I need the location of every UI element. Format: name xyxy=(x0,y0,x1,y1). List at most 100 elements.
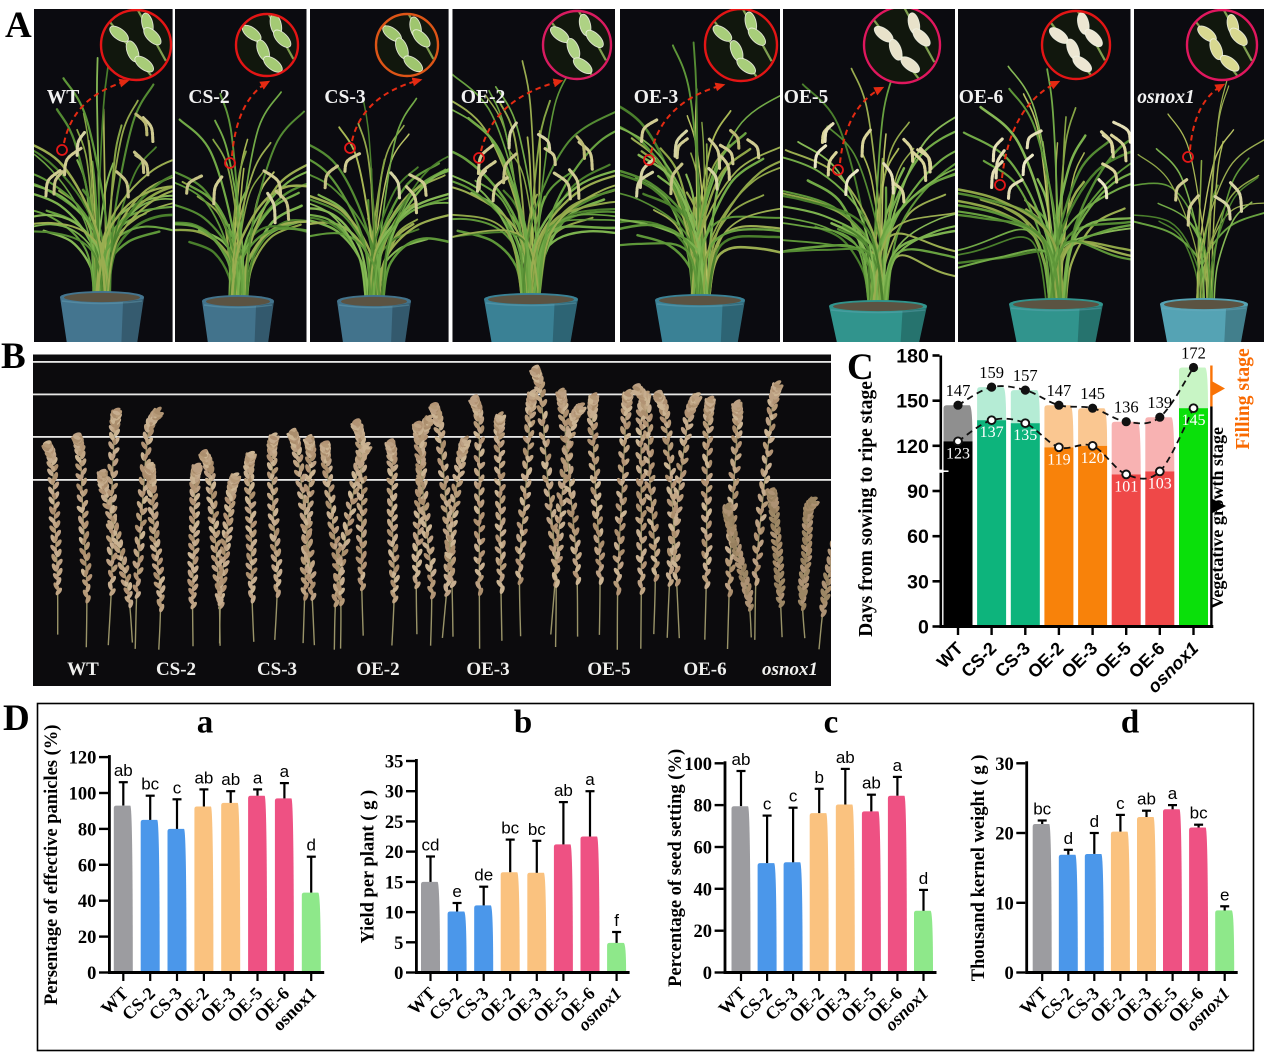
svg-text:CS-3: CS-3 xyxy=(257,659,297,680)
svg-text:137: 137 xyxy=(980,424,1004,441)
svg-text:OE-5: OE-5 xyxy=(784,87,829,108)
svg-text:80: 80 xyxy=(78,820,97,840)
svg-text:159: 159 xyxy=(979,363,1004,382)
svg-text:d: d xyxy=(1121,705,1139,741)
svg-text:bc: bc xyxy=(1190,804,1208,823)
svg-text:100: 100 xyxy=(69,785,97,805)
svg-text:WT: WT xyxy=(67,659,99,680)
svg-text:0: 0 xyxy=(703,964,712,984)
svg-text:Percentage of seed setting (%): Percentage of seed setting (%) xyxy=(666,749,686,987)
svg-text:CS-2: CS-2 xyxy=(156,659,196,680)
svg-text:bc: bc xyxy=(141,775,159,794)
svg-text:f: f xyxy=(614,911,619,930)
svg-text:OE-5: OE-5 xyxy=(587,659,630,680)
svg-text:OE-2: OE-2 xyxy=(461,87,505,108)
svg-text:A: A xyxy=(5,5,32,46)
svg-text:40: 40 xyxy=(694,880,713,900)
svg-text:ab: ab xyxy=(221,770,240,789)
svg-text:119: 119 xyxy=(1047,451,1070,468)
svg-text:120: 120 xyxy=(69,749,97,769)
svg-text:d: d xyxy=(306,836,315,855)
svg-text:145: 145 xyxy=(1182,412,1206,429)
svg-text:Filling stage: Filling stage xyxy=(1233,348,1254,450)
svg-text:35: 35 xyxy=(385,753,404,773)
svg-text:WT: WT xyxy=(47,87,80,108)
svg-text:OE-6: OE-6 xyxy=(683,659,726,680)
svg-text:ab: ab xyxy=(862,774,881,793)
svg-text:ab: ab xyxy=(836,748,855,767)
svg-text:Vegetative growth stage: Vegetative growth stage xyxy=(1207,427,1227,609)
svg-text:bc: bc xyxy=(528,820,546,839)
svg-text:100: 100 xyxy=(684,755,712,775)
svg-text:60: 60 xyxy=(694,839,713,859)
svg-text:10: 10 xyxy=(385,904,404,924)
svg-text:150: 150 xyxy=(896,391,929,413)
svg-text:157: 157 xyxy=(1013,366,1038,385)
svg-text:147: 147 xyxy=(1047,381,1072,400)
svg-text:a: a xyxy=(893,756,903,775)
svg-text:20: 20 xyxy=(995,825,1014,845)
svg-text:bc: bc xyxy=(501,819,519,838)
svg-text:a: a xyxy=(1168,784,1178,803)
svg-text:a: a xyxy=(197,705,214,741)
svg-text:osnox1: osnox1 xyxy=(762,659,818,680)
svg-text:c: c xyxy=(763,795,772,814)
svg-text:e: e xyxy=(1220,885,1229,904)
svg-text:Thousand kernel weight ( g ): Thousand kernel weight ( g ) xyxy=(969,755,989,982)
svg-text:B: B xyxy=(1,336,26,377)
svg-text:ab: ab xyxy=(114,761,133,780)
svg-text:cd: cd xyxy=(422,836,440,855)
svg-text:ab: ab xyxy=(1137,790,1156,809)
svg-text:osnox1: osnox1 xyxy=(1137,87,1194,108)
svg-text:60: 60 xyxy=(907,526,929,548)
svg-text:b: b xyxy=(514,705,532,741)
svg-text:135: 135 xyxy=(1013,427,1037,444)
svg-text:c: c xyxy=(824,705,839,741)
svg-text:0: 0 xyxy=(918,617,929,639)
svg-text:c: c xyxy=(789,787,798,806)
svg-text:bc: bc xyxy=(1033,800,1051,819)
svg-text:15: 15 xyxy=(385,873,404,893)
svg-text:30: 30 xyxy=(907,571,929,593)
svg-text:ab: ab xyxy=(732,750,751,769)
svg-text:145: 145 xyxy=(1080,384,1105,403)
svg-text:25: 25 xyxy=(385,813,404,833)
svg-text:de: de xyxy=(474,866,493,885)
svg-text:20: 20 xyxy=(694,922,713,942)
svg-text:5: 5 xyxy=(394,934,403,954)
svg-text:30: 30 xyxy=(995,755,1014,775)
svg-text:20: 20 xyxy=(385,843,404,863)
svg-text:OE-3: OE-3 xyxy=(634,87,679,108)
svg-text:CS-2: CS-2 xyxy=(188,87,229,108)
svg-text:20: 20 xyxy=(78,928,97,948)
svg-text:c: c xyxy=(1116,794,1125,813)
svg-text:c: c xyxy=(173,778,182,797)
svg-text:90: 90 xyxy=(907,481,929,503)
svg-text:120: 120 xyxy=(1081,450,1105,467)
svg-text:103: 103 xyxy=(1148,475,1172,492)
svg-text:120: 120 xyxy=(896,436,929,458)
svg-text:0: 0 xyxy=(394,964,403,984)
svg-text:0: 0 xyxy=(87,964,96,984)
svg-text:CS-3: CS-3 xyxy=(324,87,365,108)
svg-text:123: 123 xyxy=(946,445,970,462)
svg-text:C: C xyxy=(847,347,874,388)
svg-text:136: 136 xyxy=(1114,398,1139,417)
svg-text:40: 40 xyxy=(78,892,97,912)
svg-text:d: d xyxy=(1090,812,1099,831)
svg-text:D: D xyxy=(3,698,30,739)
svg-text:b: b xyxy=(814,768,823,787)
svg-text:101: 101 xyxy=(1114,478,1138,495)
svg-text:60: 60 xyxy=(78,856,97,876)
svg-text:ab: ab xyxy=(194,768,213,787)
svg-text:0: 0 xyxy=(1004,964,1013,984)
svg-text:30: 30 xyxy=(385,783,404,803)
svg-text:ab: ab xyxy=(554,781,573,800)
svg-text:a: a xyxy=(585,770,595,789)
svg-text:OE-2: OE-2 xyxy=(356,659,399,680)
svg-text:147: 147 xyxy=(946,381,971,400)
svg-text:d: d xyxy=(1064,829,1073,848)
svg-text:180: 180 xyxy=(896,346,929,368)
svg-text:d: d xyxy=(919,869,928,888)
svg-text:172: 172 xyxy=(1181,344,1206,363)
